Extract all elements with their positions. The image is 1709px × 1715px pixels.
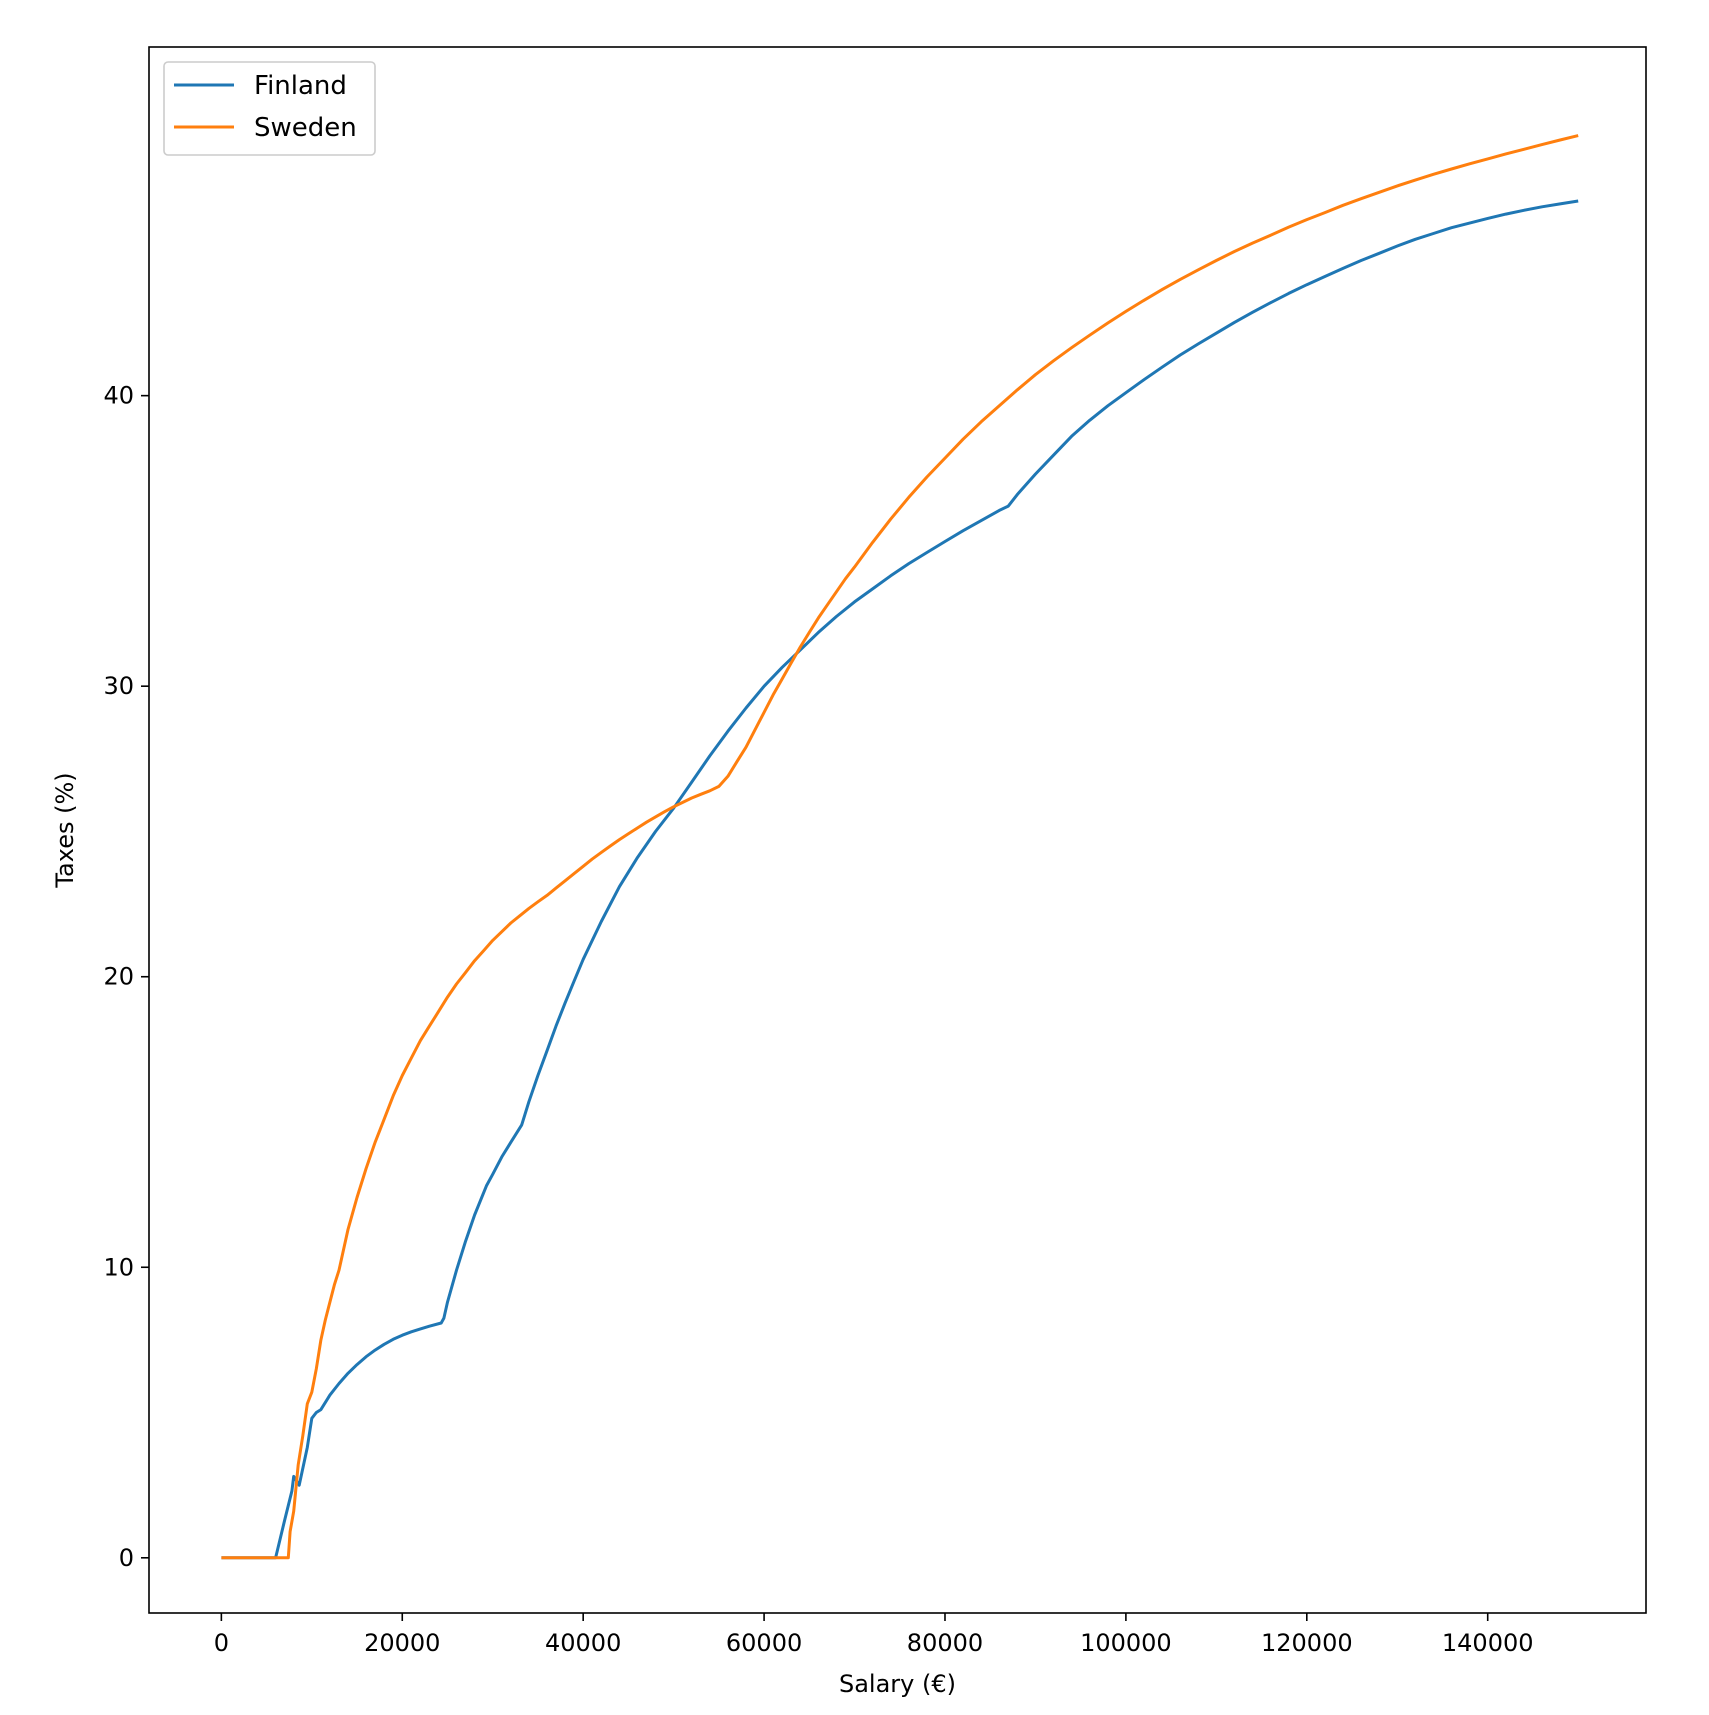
y-axis-label: Taxes (%) (51, 772, 79, 888)
y-tick-label: 20 (103, 963, 134, 991)
legend-label-finland: Finland (254, 71, 347, 101)
x-axis-label: Salary (€) (839, 1670, 956, 1698)
x-tick-label: 100000 (1080, 1629, 1172, 1657)
x-tick-label: 120000 (1261, 1629, 1353, 1657)
y-axis-ticks: 0 10 20 30 40 (103, 382, 149, 1572)
x-tick-label: 140000 (1442, 1629, 1534, 1657)
x-tick-label: 20000 (364, 1629, 440, 1657)
y-tick-label: 10 (103, 1253, 134, 1281)
x-tick-label: 40000 (545, 1629, 621, 1657)
series-line-finland (221, 199, 1579, 1560)
series-line-sweden (221, 134, 1579, 1560)
x-tick-label: 60000 (726, 1629, 802, 1657)
series-layer (221, 134, 1579, 1560)
y-tick-label: 0 (119, 1544, 134, 1572)
legend: Finland Sweden (163, 61, 376, 156)
plot-area-frame (148, 46, 1647, 1614)
x-axis-ticks: 0 20000 40000 60000 80000 100000 120000 140000 (214, 1613, 1534, 1657)
y-tick-label: 30 (103, 672, 134, 700)
legend-label-sweden: Sweden (254, 113, 357, 143)
x-tick-label: 0 (214, 1629, 229, 1657)
y-tick-label: 40 (103, 382, 134, 410)
x-tick-label: 80000 (907, 1629, 983, 1657)
